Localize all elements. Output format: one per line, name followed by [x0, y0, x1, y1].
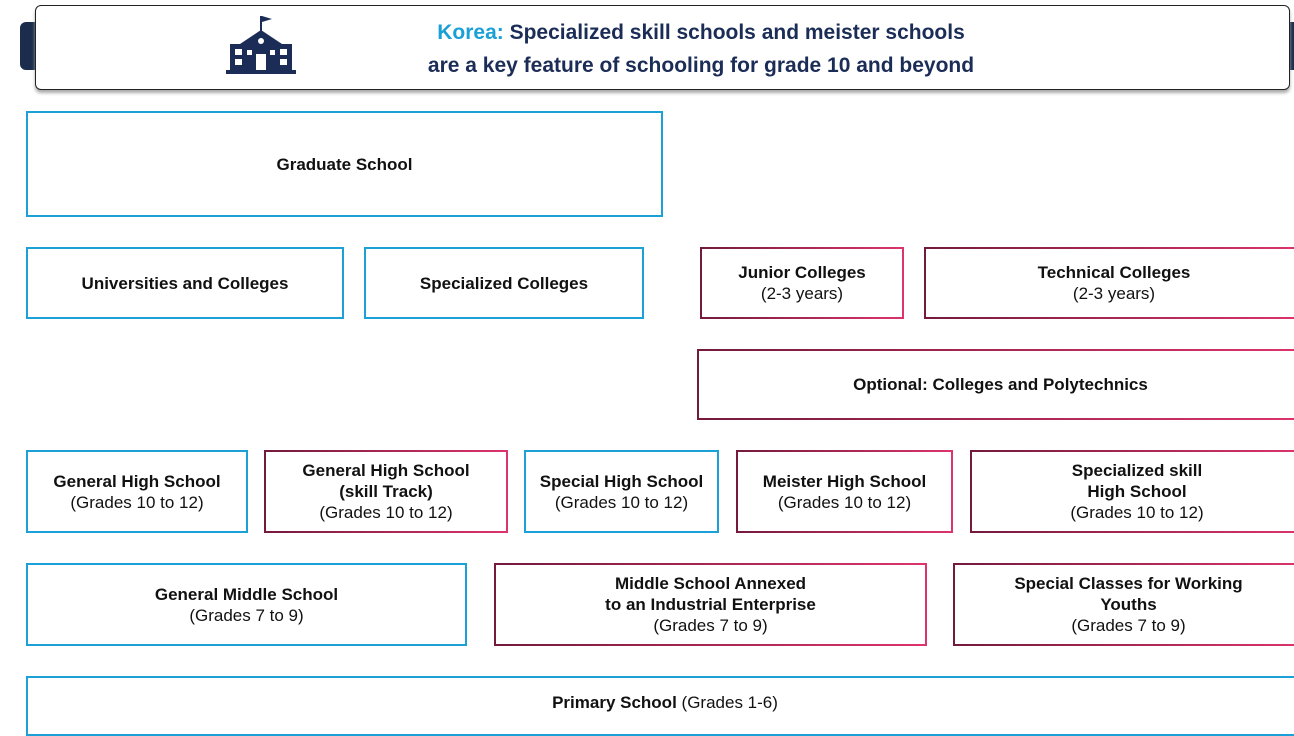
node-detail: (Grades 10 to 12) [319, 503, 453, 522]
node-detail: (Grades 7 to 9) [189, 605, 304, 625]
node-title: Middle School Annexed [614, 574, 807, 593]
node-title: Meister High School [762, 471, 927, 491]
node-box: General High School (skill Track) (Grades … [264, 450, 508, 533]
node-detail: (Grades 10 to 12) [554, 492, 689, 512]
node-detail: (Grades 7 to 9) [653, 616, 768, 635]
node-title: Specialized Colleges [419, 273, 589, 293]
header-line: Specialized skill schools and meister sc… [509, 21, 965, 44]
node-title: General High School [302, 461, 470, 480]
node-title: Graduate School [276, 154, 413, 174]
node-box: Optional: Colleges and Polytechnics [697, 349, 1294, 420]
node-title: Universities and Colleges [81, 273, 289, 293]
node-detail: (Grades 7 to 9) [1071, 616, 1186, 635]
node-title: Optional: Colleges and Polytechnics [853, 375, 1148, 394]
node-box: General High School (Grades 10 to 12) [26, 450, 248, 533]
node-box: Specialized Colleges [364, 247, 644, 319]
node-title: Technical Colleges [1037, 263, 1191, 282]
node-box: Specialized skill High School (Grades 10 t… [970, 450, 1294, 533]
node-box: Graduate School [26, 111, 663, 217]
node-title: Youths [1100, 595, 1157, 614]
node-detail: (2-3 years) [760, 284, 844, 303]
header: Korea: Specialized skill schools and mei… [35, 5, 1290, 90]
node-box: Technical Colleges (2-3 years) [924, 247, 1294, 319]
node-title: Special High School [539, 471, 704, 491]
node-title: Junior Colleges [738, 263, 866, 282]
node-title: Specialized skill [1071, 461, 1203, 480]
node-box: Special Classes for Working Youths (Grades… [953, 563, 1294, 646]
node-detail: (2-3 years) [1072, 284, 1156, 303]
node-detail: (Grades 10 to 12) [1070, 503, 1204, 522]
node-title: Special Classes for Working [1014, 574, 1243, 593]
node-line: Primary School (Grades 1-6) [552, 692, 778, 713]
node-title: to an Industrial Enterprise [605, 595, 816, 614]
header-highlight: Korea: [437, 21, 504, 44]
node-box: Junior Colleges (2-3 years) [700, 247, 904, 319]
school-icon [226, 16, 296, 74]
node-detail: (Grades 1-6) [681, 692, 778, 712]
node-title: Primary School [552, 692, 677, 712]
node-box: Middle School Annexed to an Industrial En… [494, 563, 927, 646]
node-box: Special High School (Grades 10 to 12) [524, 450, 719, 533]
node-title: General Middle School [154, 584, 339, 604]
node-box: Meister High School (Grades 10 to 12) [736, 450, 953, 533]
header-line: are a key feature of schooling for grade… [427, 54, 975, 77]
node-title: General High School [53, 471, 221, 491]
node-title: High School [1087, 482, 1187, 501]
node-box: General Middle School (Grades 7 to 9) [26, 563, 467, 646]
node-box: Universities and Colleges [26, 247, 344, 319]
node-box: Primary School (Grades 1-6) [26, 676, 1294, 736]
node-detail: (Grades 10 to 12) [777, 492, 912, 512]
node-detail: (Grades 10 to 12) [70, 492, 204, 512]
node-title: (skill Track) [339, 482, 433, 501]
